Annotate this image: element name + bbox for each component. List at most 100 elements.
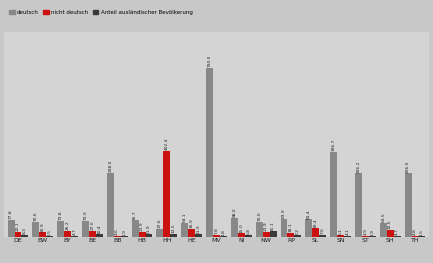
Bar [22,235,29,237]
Text: 64.5: 64.5 [381,213,385,222]
Bar [387,230,394,237]
Text: 73.9: 73.9 [84,211,87,220]
Bar [256,222,263,237]
Text: 70.0: 70.0 [257,211,261,221]
Text: 1.9: 1.9 [122,229,126,236]
Text: 6.1: 6.1 [339,228,343,235]
Text: 81.4: 81.4 [307,209,311,219]
Bar [57,221,64,237]
Text: 7.8: 7.8 [214,227,219,234]
Bar [312,228,319,237]
Text: 4.7: 4.7 [73,228,77,235]
Bar [7,220,14,237]
Text: 27.0: 27.0 [90,221,94,230]
Bar [163,151,170,237]
Bar [64,231,71,237]
Text: 25.1: 25.1 [271,221,275,231]
Text: 7.6: 7.6 [321,227,325,234]
Bar [156,229,163,237]
Text: 298.0: 298.0 [108,160,112,172]
Bar [404,174,411,237]
Bar [245,235,252,237]
Text: 64.1: 64.1 [183,213,187,222]
Text: 5.8: 5.8 [246,228,250,235]
Text: 8.3: 8.3 [23,227,27,234]
Text: 10.4: 10.4 [97,224,101,234]
Text: 296.2: 296.2 [356,160,360,173]
Text: 7.2: 7.2 [296,228,300,235]
Bar [288,233,294,237]
Text: 83.9: 83.9 [282,209,286,218]
Text: 22.1: 22.1 [16,222,20,231]
Bar [188,229,195,237]
Text: 88.0: 88.0 [233,208,236,217]
Bar [394,236,401,237]
Text: 4.6: 4.6 [115,228,119,235]
Text: 296.0: 296.0 [406,160,410,173]
Bar [220,236,227,237]
Text: 77.8: 77.8 [9,210,13,219]
Text: 35.9: 35.9 [190,219,194,228]
Text: 11.9: 11.9 [147,224,151,234]
Text: 70.6: 70.6 [34,211,38,221]
Legend: deutsch, nicht deutsch, Anteil ausländischer Bevölkerung: deutsch, nicht deutsch, Anteil ausländis… [7,8,195,17]
Text: 1.9: 1.9 [370,229,375,236]
Bar [181,223,188,237]
Text: 396.7: 396.7 [332,139,336,151]
Bar [206,68,213,237]
Bar [107,173,114,237]
Text: 4.8: 4.8 [413,228,417,235]
Bar [305,219,312,237]
Bar [14,232,22,237]
Bar [32,222,39,237]
Bar [170,234,177,237]
Text: 20.9: 20.9 [41,222,45,232]
Bar [294,235,301,237]
Bar [270,231,277,237]
Text: 39.4: 39.4 [314,218,318,228]
Bar [411,236,419,237]
Bar [362,236,369,237]
Bar [369,236,376,237]
Bar [419,236,426,237]
Text: 1.8: 1.8 [221,229,226,236]
Text: 11.9: 11.9 [197,224,200,234]
Text: 790.0: 790.0 [207,55,212,67]
Bar [380,223,387,237]
Bar [355,173,362,237]
Bar [82,221,89,237]
Bar [337,235,344,237]
Text: 13.5: 13.5 [172,224,176,233]
Text: 21.9: 21.9 [264,222,268,231]
Bar [121,236,128,237]
Bar [139,232,145,237]
Text: 4.9: 4.9 [363,228,367,235]
Text: 26.2: 26.2 [66,221,70,230]
Bar [71,236,78,237]
Bar [145,234,152,237]
Text: 4.1: 4.1 [346,228,349,235]
Bar [89,231,96,237]
Bar [319,235,326,237]
Bar [46,236,53,237]
Bar [263,232,270,237]
Bar [39,232,46,237]
Text: 73.8: 73.8 [58,211,63,220]
Text: 32.6: 32.6 [388,219,392,229]
Text: 1.5: 1.5 [420,229,424,236]
Bar [344,236,351,237]
Bar [132,220,139,237]
Bar [114,236,121,237]
Bar [195,234,202,237]
Text: 402.4: 402.4 [165,138,169,150]
Bar [96,235,103,237]
Bar [213,235,220,237]
Text: 21.9: 21.9 [140,222,144,231]
Bar [281,219,288,237]
Text: 37.6: 37.6 [158,218,162,228]
Bar [238,234,245,237]
Bar [231,218,238,237]
Text: 76.7: 76.7 [133,210,137,220]
Text: 15.0: 15.0 [239,223,243,233]
Text: 18.1: 18.1 [289,222,293,232]
